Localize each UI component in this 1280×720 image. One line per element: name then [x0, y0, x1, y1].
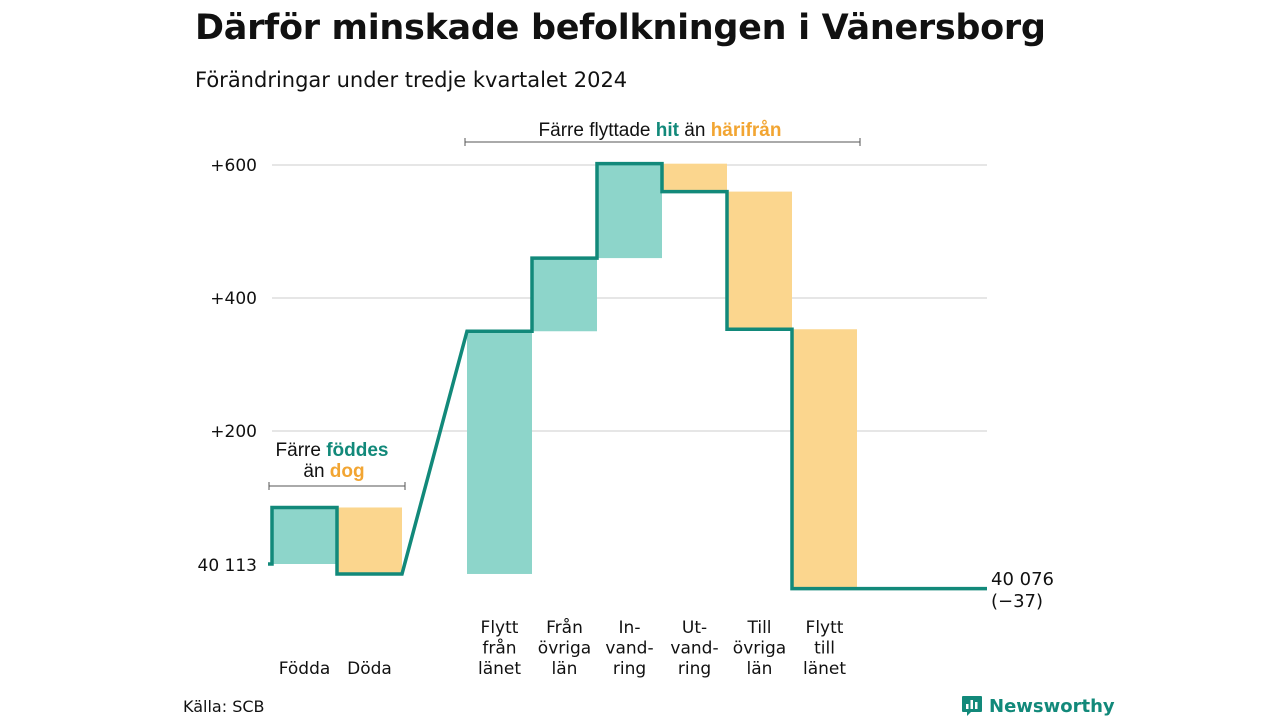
brand-name: Newsworthy: [989, 695, 1115, 717]
x-category-label-line: Från: [546, 617, 583, 638]
births-annotation-pre: Färre: [276, 440, 327, 461]
decrease-bar: [792, 329, 857, 589]
migration-annotation: Färre flyttade hit än härifrån: [464, 120, 861, 146]
x-category-label-line: övriga: [538, 639, 591, 659]
source-label: Källa: SCB: [183, 697, 265, 716]
chart-title: Därför minskade befolkningen i Vänersbor…: [195, 8, 1046, 48]
y-tick-label: +600: [210, 156, 257, 176]
chart-subtitle: Förändringar under tredje kvartalet 2024: [195, 68, 628, 92]
decrease-bar: [662, 163, 727, 192]
x-category-label-line: län: [552, 659, 578, 679]
x-category-label-line: Flytt: [806, 618, 844, 638]
running-total-line: [268, 161, 987, 591]
deaths-annotation-pre: än: [303, 461, 329, 482]
x-category-label-line: Döda: [347, 659, 392, 679]
x-category-label-line: från: [482, 638, 516, 659]
x-category-label: In-vand-ring: [605, 618, 653, 679]
migration-annotation-mid: än: [679, 120, 711, 141]
x-category-label-line: In-: [619, 618, 641, 638]
svg-text:Färre föddes: Färre föddes: [276, 440, 389, 461]
svg-text:Färre flyttade hit än härifrån: Färre flyttade hit än härifrån: [539, 120, 782, 141]
y-tick-label: +400: [210, 289, 257, 309]
svg-text:än dog: än dog: [303, 461, 364, 482]
end-change-label: (−37): [991, 591, 1043, 612]
x-category-label-line: länet: [478, 659, 521, 679]
decrease-bar: [727, 191, 792, 330]
births-annotation: Färre föddes än dog: [268, 440, 406, 490]
increase-bar: [272, 507, 337, 564]
migration-annotation-hit: hit: [656, 120, 680, 141]
x-category-label-line: Födda: [279, 659, 331, 679]
increase-bar: [532, 258, 597, 332]
end-value-label: 40 076: [991, 569, 1054, 590]
bars: [272, 163, 857, 589]
x-category-label-line: till: [814, 639, 835, 659]
x-category-label-line: Flytt: [481, 618, 519, 638]
migration-annotation-pre: Färre flyttade: [539, 120, 656, 141]
x-category-label: Födda: [279, 659, 331, 679]
x-category-label: Till övriga län: [733, 618, 786, 679]
brand-logo: Newsworthy: [961, 692, 1115, 720]
running-total-path: [268, 161, 987, 591]
x-category-label-line: Till: [746, 618, 771, 638]
x-category-label-line: länet: [803, 659, 846, 679]
x-category-label-line: övriga: [733, 639, 786, 659]
start-value-label: 40 113: [198, 556, 257, 576]
x-category-label: Från övriga län: [538, 617, 591, 679]
x-category-label: Döda: [347, 659, 392, 679]
y-tick-label: +200: [210, 422, 257, 442]
decrease-bar: [337, 507, 402, 574]
x-category-label-line: vand-: [605, 639, 653, 659]
x-category-label-line: vand-: [670, 639, 718, 659]
x-category-label-line: ring: [613, 659, 646, 679]
increase-bar: [467, 331, 532, 574]
x-category-label-line: ring: [678, 659, 711, 679]
bar-chart-icon: [962, 696, 982, 716]
births-annotation-highlight: föddes: [326, 440, 388, 461]
x-category-label-line: län: [747, 659, 773, 679]
deaths-annotation-highlight: dog: [330, 461, 365, 482]
x-category-label: Flytt från länet: [478, 618, 521, 679]
x-category-label: Ut-vand-ring: [670, 618, 718, 679]
y-axis-ticks: +200 +400 +600: [210, 156, 257, 442]
increase-bar: [597, 163, 662, 259]
x-category-label-line: Ut-: [682, 618, 707, 638]
x-category-label: Flytt till länet: [803, 618, 846, 679]
migration-annotation-harifran: härifrån: [711, 120, 782, 141]
